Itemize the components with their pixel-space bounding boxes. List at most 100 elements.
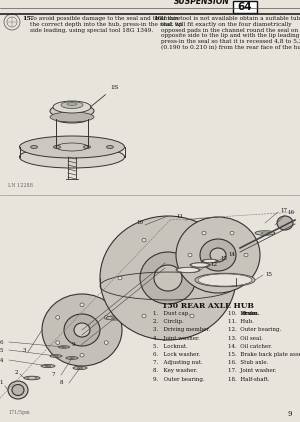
Ellipse shape	[198, 274, 252, 286]
Ellipse shape	[66, 357, 78, 360]
Ellipse shape	[210, 248, 226, 262]
Text: 10: 10	[136, 219, 143, 225]
Text: 9: 9	[71, 343, 75, 347]
Ellipse shape	[106, 146, 113, 149]
Ellipse shape	[56, 115, 88, 123]
Ellipse shape	[50, 104, 94, 118]
Ellipse shape	[20, 146, 124, 168]
Text: 1S: 1S	[90, 85, 118, 107]
Text: 13: 13	[220, 257, 227, 262]
Text: 17: 17	[280, 208, 287, 213]
Ellipse shape	[202, 231, 206, 235]
Ellipse shape	[45, 365, 51, 367]
Ellipse shape	[80, 303, 84, 307]
Text: 130 REAR AXLE HUB: 130 REAR AXLE HUB	[162, 302, 254, 310]
Ellipse shape	[202, 275, 206, 279]
Text: 16.: 16.	[153, 16, 164, 21]
Text: 16: 16	[287, 211, 294, 216]
Ellipse shape	[67, 103, 77, 106]
Ellipse shape	[191, 263, 209, 267]
Text: 15.  Brake back plate assembly.: 15. Brake back plate assembly.	[228, 352, 300, 357]
Ellipse shape	[56, 341, 60, 344]
Ellipse shape	[80, 353, 84, 357]
Text: 18.  Half-shaft.: 18. Half-shaft.	[228, 376, 270, 381]
Text: 4.   Joint washer.: 4. Joint washer.	[153, 335, 200, 341]
Ellipse shape	[27, 377, 37, 379]
Ellipse shape	[56, 316, 60, 319]
FancyBboxPatch shape	[233, 1, 257, 13]
Ellipse shape	[104, 316, 108, 319]
Text: 10.  Brake: 10. Brake	[228, 311, 260, 316]
Text: 6.   Lock washer.: 6. Lock washer.	[153, 352, 200, 357]
Text: 4: 4	[0, 357, 3, 362]
Ellipse shape	[62, 346, 66, 347]
Text: 1: 1	[0, 381, 3, 386]
Text: 11: 11	[176, 214, 183, 219]
Text: To avoid possible damage to the seal and to ensure
the correct depth into the hu: To avoid possible damage to the seal and…	[30, 16, 182, 32]
Text: drum.: drum.	[242, 311, 261, 316]
Text: 12.  Outer bearing.: 12. Outer bearing.	[228, 327, 281, 333]
Ellipse shape	[20, 136, 124, 158]
Ellipse shape	[176, 267, 200, 273]
Text: 3: 3	[22, 347, 26, 352]
Text: 3.   Driving member.: 3. Driving member.	[153, 327, 210, 333]
Text: SUSPENSION: SUSPENSION	[174, 0, 230, 6]
Ellipse shape	[214, 276, 218, 280]
Ellipse shape	[230, 231, 234, 235]
Text: 9.   Outer bearing.: 9. Outer bearing.	[153, 376, 205, 381]
Text: 14: 14	[228, 252, 235, 257]
Text: 9: 9	[287, 410, 292, 418]
Text: 171/5pm: 171/5pm	[8, 410, 30, 415]
Ellipse shape	[142, 238, 146, 242]
Ellipse shape	[70, 357, 74, 359]
Text: 11.  Hub.: 11. Hub.	[228, 319, 254, 324]
Text: 6: 6	[0, 340, 3, 344]
Ellipse shape	[77, 368, 83, 369]
Ellipse shape	[200, 239, 236, 271]
Ellipse shape	[74, 323, 90, 337]
Ellipse shape	[203, 260, 217, 262]
Ellipse shape	[190, 238, 194, 242]
Text: 16.  Stub axle.: 16. Stub axle.	[228, 360, 268, 365]
Ellipse shape	[142, 314, 146, 318]
Ellipse shape	[54, 355, 58, 357]
Text: 5: 5	[0, 347, 3, 352]
Ellipse shape	[58, 346, 70, 348]
Text: 17.  Joint washer.: 17. Joint washer.	[228, 368, 277, 373]
Text: 14.  Oil catcher.: 14. Oil catcher.	[228, 344, 272, 349]
Text: 12: 12	[210, 262, 217, 267]
Ellipse shape	[277, 216, 293, 230]
Ellipse shape	[177, 268, 199, 273]
Text: 5.   Locknut.: 5. Locknut.	[153, 344, 188, 349]
Ellipse shape	[111, 317, 118, 319]
Ellipse shape	[50, 112, 94, 122]
Ellipse shape	[154, 265, 182, 291]
Text: 2.   Circlip.: 2. Circlip.	[153, 319, 184, 324]
Ellipse shape	[104, 341, 108, 344]
Ellipse shape	[230, 275, 234, 279]
Ellipse shape	[244, 253, 248, 257]
Ellipse shape	[195, 273, 255, 287]
Ellipse shape	[73, 366, 87, 370]
Ellipse shape	[42, 294, 122, 366]
Text: 8: 8	[59, 381, 63, 386]
Ellipse shape	[61, 102, 83, 108]
Text: 15.: 15.	[22, 16, 33, 21]
Ellipse shape	[64, 314, 100, 346]
Ellipse shape	[202, 259, 218, 263]
Text: 1.   Dust cap.: 1. Dust cap.	[153, 311, 190, 316]
Ellipse shape	[83, 146, 91, 149]
Ellipse shape	[140, 252, 196, 304]
Ellipse shape	[118, 276, 122, 280]
Text: 2: 2	[14, 370, 18, 374]
Ellipse shape	[12, 384, 24, 395]
Ellipse shape	[50, 354, 62, 357]
Ellipse shape	[255, 231, 275, 235]
Ellipse shape	[190, 314, 194, 318]
Text: 8.   Key washer.: 8. Key washer.	[153, 368, 197, 373]
Ellipse shape	[261, 232, 269, 234]
Ellipse shape	[41, 365, 55, 368]
Ellipse shape	[53, 146, 61, 149]
Ellipse shape	[190, 263, 210, 267]
Text: 13.  Oil seal.: 13. Oil seal.	[228, 335, 263, 341]
